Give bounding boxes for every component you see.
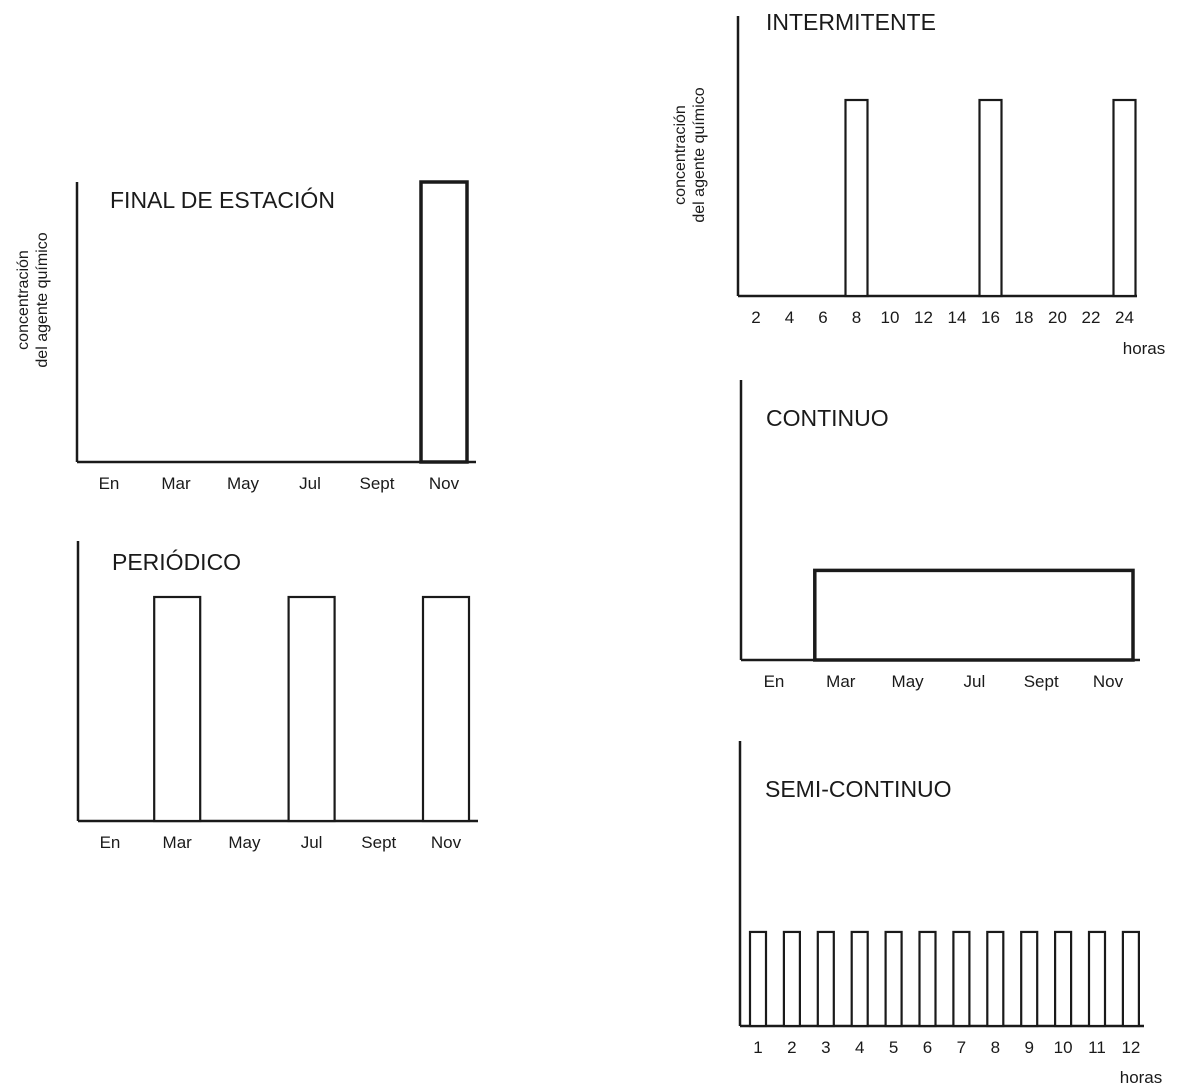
- bar-2: [782, 930, 802, 1028]
- y-axis-label: concentración: [15, 250, 32, 350]
- x-tick-label: Nov: [1093, 672, 1124, 691]
- x-tick-label: 5: [889, 1038, 898, 1057]
- x-tick-label: En: [99, 474, 120, 493]
- bar-7: [952, 930, 971, 1028]
- x-tick-label: 11: [1088, 1038, 1106, 1057]
- bar-8: [986, 930, 1005, 1028]
- x-tick-label: 4: [855, 1038, 864, 1057]
- x-tick-label: Nov: [429, 474, 460, 493]
- x-tick-label: En: [100, 833, 121, 852]
- bar-1: [748, 930, 768, 1028]
- continuous-exposure-block: [813, 568, 1135, 662]
- bar-Mar: [153, 595, 202, 823]
- bar-16: [978, 98, 1003, 298]
- bar-9: [1020, 930, 1039, 1028]
- x-tick-label: 6: [818, 308, 827, 327]
- x-tick-label: May: [228, 833, 261, 852]
- x-tick-label: 9: [1024, 1038, 1033, 1057]
- x-tick-label: Mar: [163, 833, 193, 852]
- bar-Nov: [419, 180, 469, 464]
- x-tick-label: Mar: [826, 672, 856, 691]
- x-tick-label: 16: [981, 308, 1000, 327]
- x-tick-label: 2: [787, 1038, 796, 1057]
- x-tick-label: Sept: [1024, 672, 1059, 691]
- bar-Nov: [421, 595, 471, 823]
- x-tick-label: 10: [881, 308, 900, 327]
- x-tick-label: 24: [1115, 308, 1134, 327]
- x-tick-label: 8: [852, 308, 861, 327]
- x-tick-label: 2: [751, 308, 760, 327]
- x-tick-label: May: [892, 672, 925, 691]
- x-tick-label: 12: [1121, 1038, 1140, 1057]
- x-tick-label: May: [227, 474, 260, 493]
- x-tick-label: 14: [948, 308, 967, 327]
- chart-periodico: PERIÓDICO En Mar May Jul Sept Nov: [76, 541, 478, 852]
- bar-10: [1053, 930, 1073, 1028]
- x-axis-unit: horas: [1120, 1068, 1163, 1085]
- chart-title: CONTINUO: [766, 405, 889, 431]
- x-tick-label: Jul: [964, 672, 986, 691]
- chart-title: FINAL DE ESTACIÓN: [110, 187, 335, 213]
- x-tick-label: 20: [1048, 308, 1067, 327]
- chart-title: INTERMITENTE: [766, 9, 936, 35]
- bar-6: [918, 930, 937, 1028]
- chart-title: SEMI-CONTINUO: [765, 776, 952, 802]
- bar-Jul: [287, 595, 336, 823]
- x-axis-unit: horas: [1123, 339, 1166, 358]
- x-tick-label: 1: [753, 1038, 762, 1057]
- x-tick-label: Jul: [301, 833, 323, 852]
- x-tick-label: 18: [1015, 308, 1034, 327]
- bar-12: [1121, 930, 1141, 1028]
- bar-4: [850, 930, 869, 1028]
- x-tick-label: 22: [1082, 308, 1101, 327]
- x-tick-label: 8: [991, 1038, 1000, 1057]
- x-tick-label: 4: [785, 308, 794, 327]
- bar-8: [844, 98, 869, 298]
- bar-11: [1087, 930, 1107, 1028]
- x-tick-label: 7: [957, 1038, 966, 1057]
- chart-intermitente: INTERMITENTE concentración del agente quím…: [672, 9, 1165, 358]
- y-axis-label: del agente químico: [34, 232, 51, 367]
- x-tick-label: Jul: [299, 474, 321, 493]
- bar-3: [816, 930, 835, 1028]
- x-tick-label: Mar: [161, 474, 191, 493]
- bar-5: [884, 930, 903, 1028]
- y-axis-label: concentración: [672, 105, 689, 205]
- x-tick-label: 12: [914, 308, 933, 327]
- bar-24: [1112, 98, 1137, 298]
- chart-continuo: CONTINUO En Mar May Jul Sept Nov: [739, 380, 1140, 691]
- x-tick-label: En: [764, 672, 785, 691]
- y-axis-label: del agente químico: [691, 87, 708, 222]
- x-tick-label: Sept: [361, 833, 396, 852]
- x-tick-label: 6: [923, 1038, 932, 1057]
- x-tick-label: Nov: [431, 833, 462, 852]
- chart-title: PERIÓDICO: [112, 549, 241, 575]
- x-tick-label: 10: [1054, 1038, 1073, 1057]
- chart-final: FINAL DE ESTACIÓN concentración del agente…: [15, 180, 476, 493]
- x-tick-label: 3: [821, 1038, 830, 1057]
- x-tick-label: Sept: [360, 474, 395, 493]
